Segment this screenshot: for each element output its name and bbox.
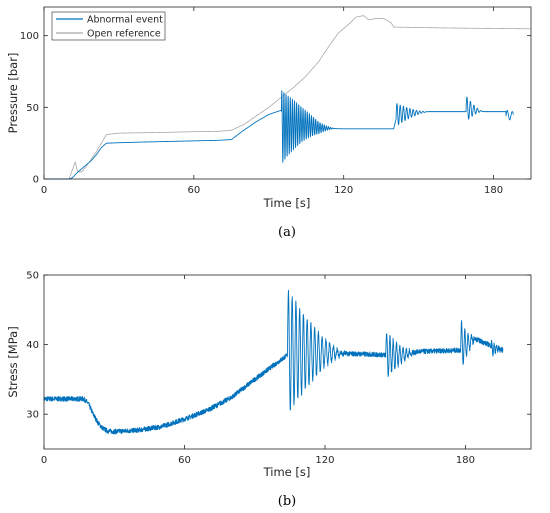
legend-label-reference: Open reference: [87, 29, 161, 40]
pressure-y-tick-label: 0: [33, 175, 39, 186]
stress-x-tick-label: 180: [456, 455, 475, 466]
stress-y-tick-label: 50: [26, 271, 39, 282]
stress-x-tick-label: 60: [178, 455, 191, 466]
stress-series-line-0: [43, 289, 504, 435]
caption-a: (a): [278, 225, 296, 240]
stress-y-tick-label: 40: [26, 340, 39, 351]
stress-plot-frame: [43, 274, 532, 450]
pressure-series-line-0: [43, 90, 514, 180]
pressure-x-tick-label: 0: [41, 185, 47, 196]
pressure-series-line-1: [43, 15, 532, 180]
stress-y-axis-label: Stress [MPa]: [6, 326, 20, 397]
legend-label-abnormal: Abnormal event: [87, 15, 163, 26]
stress-x-tick-label: 0: [41, 455, 47, 466]
pressure-y-tick-label: 100: [20, 31, 39, 42]
stress-y-tick-label: 30: [26, 410, 39, 421]
pressure-y-axis-label: Pressure [bar]: [6, 53, 20, 134]
pressure-plot-frame: [43, 6, 532, 180]
pressure-x-tick-label: 60: [187, 185, 200, 196]
stress-x-axis-label: Time [s]: [263, 465, 311, 479]
legend-box: [51, 11, 166, 41]
pressure-y-tick-label: 50: [26, 103, 39, 114]
pressure-x-tick-label: 120: [334, 185, 353, 196]
stress-chart: 0 60 120 180 30 40 50 Time [s] Stress [MPa] (b…: [6, 271, 532, 509]
caption-b: (b): [278, 494, 296, 509]
stress-x-tick-label: 120: [315, 455, 334, 466]
legend: Abnormal event Open reference: [51, 11, 166, 41]
pressure-x-axis-label: Time [s]: [263, 196, 311, 210]
pressure-x-tick-label: 180: [484, 185, 503, 196]
